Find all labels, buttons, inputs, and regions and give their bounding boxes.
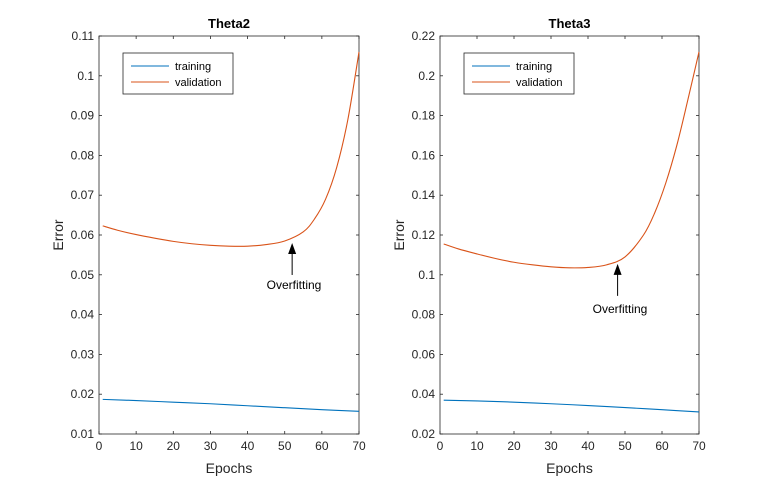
y-tick-label: 0.14 xyxy=(412,188,436,202)
series-line-validation xyxy=(102,51,360,247)
x-tick-label: 20 xyxy=(507,439,521,453)
y-tick-label: 0.06 xyxy=(412,347,436,361)
chart-title: Theta3 xyxy=(549,16,591,31)
y-tick-label: 0.09 xyxy=(71,109,95,123)
y-tick-label: 0.07 xyxy=(71,188,95,202)
legend-label-training: training xyxy=(175,61,211,73)
legend-label-validation: validation xyxy=(175,77,221,89)
chart-panel-2: 0 10 20 30 40 50 60 70 0.02 0.04 0.06 0.08 0.1 0.12 0.… xyxy=(391,16,706,476)
axes-box xyxy=(439,35,700,435)
y-tick-label: 0.04 xyxy=(412,387,436,401)
legend-label-validation: validation xyxy=(516,77,562,89)
chart-title: Theta2 xyxy=(208,16,250,31)
y-tick-label: 0.11 xyxy=(72,29,95,43)
legend-box xyxy=(463,52,575,95)
x-tick-label: 70 xyxy=(352,439,366,453)
y-tick-label: 0.08 xyxy=(71,148,95,162)
axes-box xyxy=(98,35,360,435)
x-tick-label: 60 xyxy=(655,439,669,453)
annotation-arrow-head xyxy=(288,242,297,254)
y-tick-label: 0.04 xyxy=(71,308,95,322)
x-tick-label: 40 xyxy=(581,439,595,453)
series-line-training xyxy=(102,398,360,412)
chart-panel-1: 0 10 20 30 40 50 60 70 0.01 0.02 0.03 0.04 0.05 0.06 0… xyxy=(50,16,366,476)
x-tick-label: 70 xyxy=(692,439,706,453)
x-tick-label: 30 xyxy=(544,439,558,453)
series-line-training xyxy=(443,399,700,413)
legend-box xyxy=(122,52,234,95)
x-tick-label: 0 xyxy=(96,439,103,453)
x-tick-label: 50 xyxy=(278,439,292,453)
series-line-validation xyxy=(443,51,700,269)
x-axis-label: Epochs xyxy=(206,460,253,476)
x-tick-label: 10 xyxy=(470,439,484,453)
y-axis-label: Error xyxy=(50,219,66,250)
y-tick-label: 0.12 xyxy=(412,228,436,242)
legend-label-training: training xyxy=(516,61,552,73)
x-axis-label: Epochs xyxy=(546,460,593,476)
y-tick-label: 0.01 xyxy=(71,427,95,441)
y-axis-label: Error xyxy=(391,219,407,250)
x-tick-label: 40 xyxy=(241,439,255,453)
y-tick-label: 0.22 xyxy=(412,29,436,43)
y-tick-label: 0.18 xyxy=(412,109,436,123)
y-tick-label: 0.06 xyxy=(71,228,95,242)
y-tick-label: 0.16 xyxy=(412,148,436,162)
y-tick-label: 0.02 xyxy=(71,387,95,401)
y-tick-label: 0.08 xyxy=(412,308,436,322)
annotation-label: Overfitting xyxy=(267,278,322,292)
x-tick-label: 30 xyxy=(204,439,218,453)
y-tick-label: 0.05 xyxy=(71,268,95,282)
x-tick-label: 50 xyxy=(618,439,632,453)
y-tick-label: 0.1 xyxy=(77,69,94,83)
y-tick-label: 0.1 xyxy=(418,268,435,282)
y-tick-label: 0.2 xyxy=(418,69,435,83)
x-tick-label: 10 xyxy=(129,439,143,453)
x-tick-label: 60 xyxy=(315,439,329,453)
x-tick-label: 0 xyxy=(437,439,444,453)
annotation-label: Overfitting xyxy=(593,302,648,316)
annotation-arrow-head xyxy=(613,263,622,275)
y-tick-label: 0.03 xyxy=(71,347,95,361)
y-tick-label: 0.02 xyxy=(412,427,436,441)
x-tick-label: 20 xyxy=(167,439,181,453)
